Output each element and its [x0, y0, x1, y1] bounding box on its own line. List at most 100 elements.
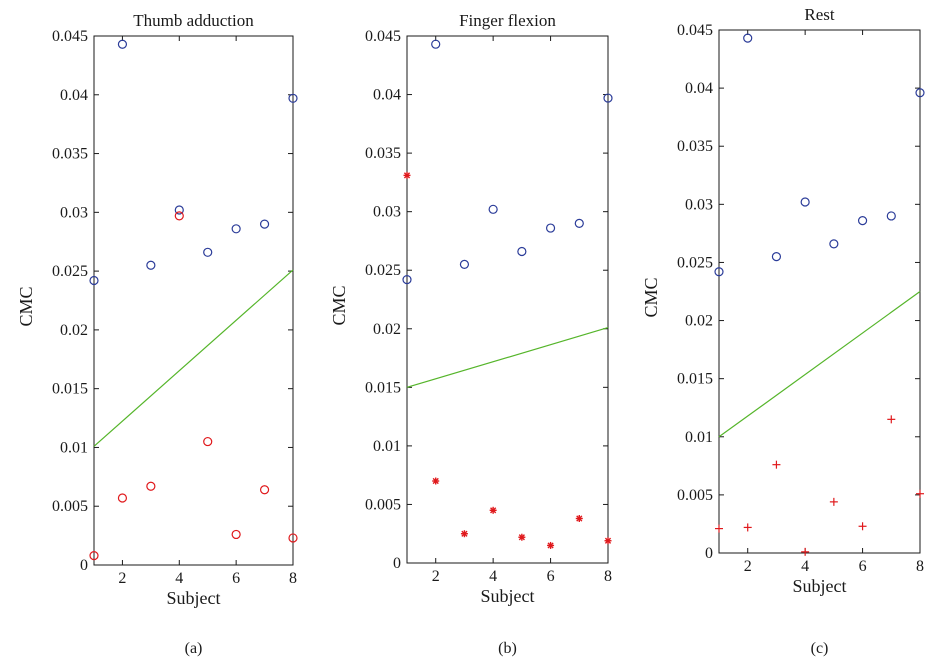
x-axis-label: Subject — [793, 576, 847, 596]
x-tick-label: 2 — [432, 568, 440, 585]
circle-marker — [800, 197, 810, 207]
trend-line — [93, 269, 294, 447]
circle-marker — [886, 211, 896, 221]
circle-marker — [259, 219, 270, 229]
y-tick-label: 0.005 — [365, 496, 401, 513]
y-tick-label: 0.02 — [685, 313, 713, 330]
x-tick-label: 4 — [175, 570, 183, 587]
circle-marker — [488, 204, 498, 214]
panel-caption: (b) — [498, 640, 517, 657]
y-tick-label: 0.045 — [52, 28, 88, 45]
trend-line — [406, 327, 609, 388]
circle-marker — [203, 247, 213, 257]
y-tick-label: 0 — [393, 555, 401, 572]
plus-marker — [772, 460, 781, 469]
x-tick-label: 8 — [916, 558, 924, 575]
plus-marker — [743, 523, 752, 532]
star-marker — [460, 530, 468, 538]
panel-title: Rest — [804, 5, 835, 24]
circle-marker — [829, 239, 839, 249]
plus-marker — [801, 547, 810, 556]
plus-marker — [887, 415, 896, 424]
panel-b: 0 0.005 0.01 0.015 0.02 0.025 0.03 0.035 0.04 0.0… — [329, 11, 613, 657]
y-tick-label: 0.045 — [365, 28, 401, 45]
y-axis-label: CMC — [641, 277, 661, 317]
star-marker — [575, 514, 583, 522]
panel-title: Finger flexion — [459, 11, 556, 30]
circle-marker — [857, 216, 868, 226]
circle-marker — [574, 218, 584, 228]
y-tick-label: 0.03 — [60, 204, 88, 221]
y-tick-label: 0.015 — [365, 379, 401, 396]
circle-marker — [231, 224, 241, 234]
circle-marker — [117, 493, 128, 503]
panel-title: Thumb adduction — [133, 11, 254, 30]
plus-marker — [715, 524, 723, 533]
star-marker — [604, 537, 612, 545]
circle-marker — [288, 93, 298, 103]
y-tick-label: 0.035 — [677, 138, 713, 155]
circle-marker — [146, 260, 156, 270]
y-tick-label: 0.04 — [373, 87, 401, 104]
plot-frame — [406, 35, 609, 564]
circle-marker — [517, 246, 527, 257]
y-axis-label: CMC — [329, 285, 349, 325]
plot-frame — [718, 29, 921, 554]
y-axis-label: CMC — [16, 286, 36, 326]
panel-caption: (c) — [811, 640, 829, 657]
plus-marker — [858, 522, 867, 531]
x-tick-label: 6 — [547, 568, 555, 585]
y-tick-label: 0.03 — [373, 204, 401, 221]
star-marker — [547, 541, 555, 549]
circle-marker — [89, 275, 99, 286]
circle-marker — [431, 39, 441, 49]
circle-marker — [545, 223, 556, 233]
circle-marker — [89, 550, 99, 561]
circle-marker — [743, 33, 753, 43]
y-tick-label: 0 — [705, 545, 713, 562]
circle-marker — [402, 274, 412, 285]
y-tick-label: 0.04 — [60, 87, 88, 104]
x-axis-label: Subject — [167, 588, 221, 608]
circle-marker — [174, 211, 184, 221]
circle-marker — [259, 485, 270, 495]
y-tick-label: 0.01 — [373, 438, 401, 455]
circle-marker — [771, 252, 782, 262]
panel-c: 0 0.005 0.01 0.015 0.02 0.025 0.03 0.035 0.04 0.0… — [641, 5, 925, 657]
y-tick-label: 0.04 — [685, 80, 713, 97]
panel-a: 0 0.005 0.01 0.015 0.02 0.025 0.03 0.035 0.04 0.0… — [16, 11, 298, 657]
x-axis-label: Subject — [481, 586, 535, 606]
circle-marker — [203, 436, 213, 447]
y-tick-label: 0.015 — [677, 371, 713, 388]
y-tick-label: 0.045 — [677, 22, 713, 39]
circle-marker — [146, 481, 156, 491]
plot-frame — [93, 35, 294, 566]
x-tick-label: 6 — [232, 570, 240, 587]
circle-marker — [288, 533, 298, 543]
y-tick-label: 0.02 — [60, 322, 88, 339]
y-tick-label: 0.025 — [52, 263, 88, 280]
y-tick-label: 0.005 — [677, 487, 713, 504]
circle-marker — [117, 39, 128, 49]
circle-marker — [915, 88, 925, 98]
y-tick-label: 0.025 — [365, 262, 401, 279]
y-tick-label: 0.025 — [677, 254, 713, 271]
plus-marker — [829, 497, 838, 506]
y-tick-label: 0.035 — [365, 145, 401, 162]
star-marker — [432, 477, 440, 485]
y-tick-label: 0.005 — [52, 498, 88, 515]
trend-line — [718, 291, 921, 438]
star-marker — [403, 171, 411, 179]
x-tick-label: 4 — [489, 568, 497, 585]
circle-marker — [459, 259, 470, 269]
y-tick-label: 0.02 — [373, 321, 401, 338]
x-tick-label: 2 — [118, 570, 126, 587]
x-tick-label: 4 — [801, 558, 809, 575]
star-marker — [518, 533, 526, 541]
star-marker — [489, 506, 497, 514]
x-tick-label: 8 — [604, 568, 612, 585]
y-tick-label: 0 — [80, 557, 88, 574]
circle-marker — [714, 267, 724, 277]
y-tick-label: 0.015 — [52, 381, 88, 398]
